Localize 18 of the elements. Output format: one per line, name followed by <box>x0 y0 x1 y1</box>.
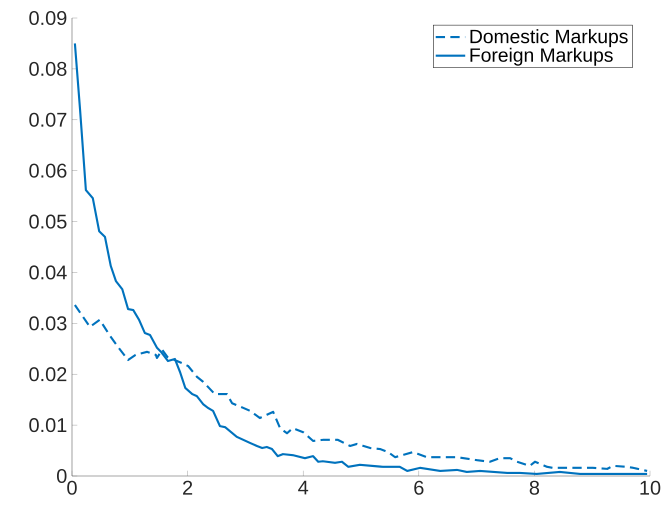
x-tick-label: 2 <box>183 480 192 495</box>
x-tick-label: 6 <box>414 480 424 495</box>
y-tick-label: 0.02 <box>29 367 66 382</box>
y-tick-label: 0.04 <box>29 265 67 280</box>
y-tick-label: 0 <box>56 468 67 484</box>
y-tick-label: 0.05 <box>29 214 66 229</box>
y-tick-label: 0.08 <box>29 62 66 76</box>
y-tick-label: 0.09 <box>29 10 66 26</box>
y-tick-label: 0.01 <box>29 418 66 432</box>
x-tick-label: 10 <box>640 480 660 495</box>
x-tick-label: 4 <box>298 480 308 494</box>
x-tick-label: 8 <box>530 480 540 495</box>
legend-label: Foreign Markups <box>470 48 613 66</box>
y-tick-label: 0.06 <box>29 164 66 178</box>
x-tick-label: 0 <box>67 480 77 495</box>
y-tick-label: 0.03 <box>29 316 66 330</box>
legend-label: Domestic Markups <box>470 29 628 48</box>
y-tick-label: 0.07 <box>29 112 66 127</box>
